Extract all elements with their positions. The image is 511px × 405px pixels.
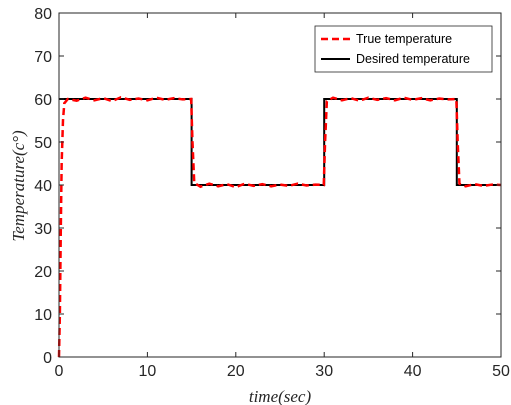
x-tick-label: 50 [492,363,510,380]
y-tick-label: 30 [34,221,52,238]
series-layer [57,95,502,358]
x-tick-label: 0 [55,363,64,380]
x-tick-label: 10 [139,363,157,380]
legend-label-true-temperature: True temperature [356,32,452,46]
y-tick-label: 60 [34,92,52,109]
y-tick-label: 70 [34,49,52,66]
series-line-true-temperature [57,95,502,358]
x-tick-label: 20 [227,363,245,380]
y-tick-label: 10 [34,307,52,324]
x-tick-label: 40 [404,363,422,380]
legend-box [314,25,493,73]
x-tick-labels: 0 10 20 30 40 50 [55,363,510,380]
x-tick-label: 30 [315,363,333,380]
y-tick-label: 50 [34,135,52,152]
y-tick-label: 80 [34,6,52,23]
legend: True temperature Desired temperature [314,25,493,73]
y-axis-label: Temperature(c°) [9,130,28,242]
y-tick-labels: 0 10 20 30 40 50 60 70 80 [34,6,52,367]
y-tick-label: 20 [34,264,52,281]
tick-layer [58,12,502,358]
x-axis-label: time(sec) [249,387,312,405]
y-tick-label: 0 [43,350,52,367]
y-tick-label: 40 [34,178,52,195]
legend-label-desired-temperature: Desired temperature [356,52,470,66]
